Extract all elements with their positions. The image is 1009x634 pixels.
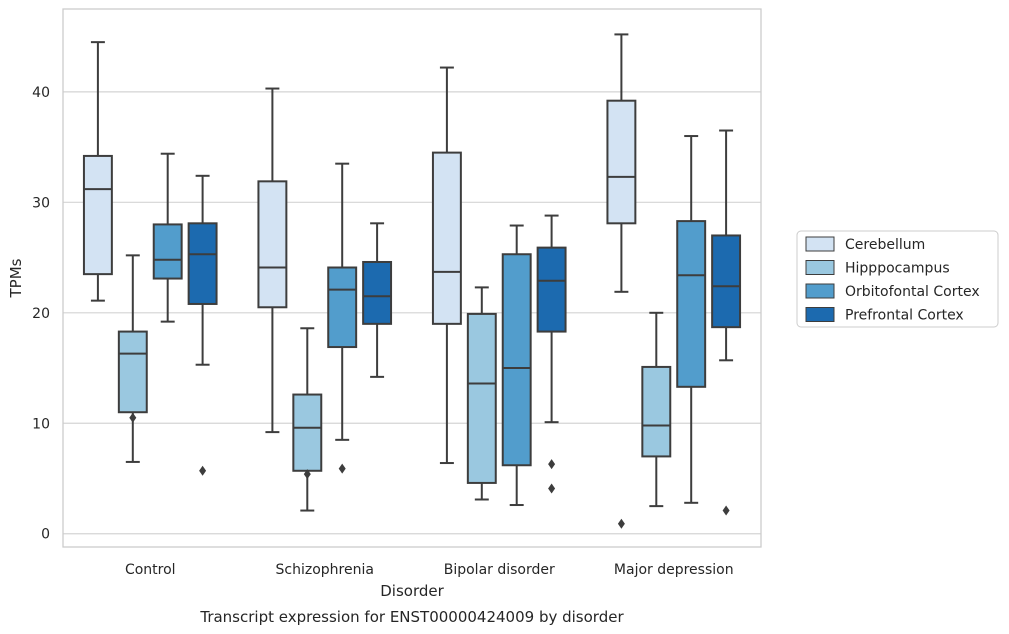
legend-box (796, 230, 999, 328)
box-1-3 (362, 222, 393, 378)
x-axis-label: Disorder (380, 582, 444, 600)
outlier (303, 469, 311, 480)
legend-label: Prefrontal Cortex (845, 308, 964, 324)
outlier (617, 518, 625, 529)
box-3-3 (711, 129, 742, 516)
box-body (292, 393, 323, 472)
y-tick-label: 10 (32, 416, 50, 432)
box-3-2 (676, 135, 707, 504)
outlier (548, 459, 556, 470)
outlier (722, 505, 730, 516)
x-tick-label: Control (125, 562, 176, 578)
x-tick-label: Bipolar disorder (444, 562, 555, 578)
box-body (676, 220, 707, 388)
y-axis-label: TPMs (7, 258, 25, 298)
box-body (466, 312, 497, 484)
box-3-1 (641, 311, 672, 508)
box-body (536, 246, 567, 333)
legend-swatch (805, 307, 835, 322)
legend-label: Orbitofontal Cortex (845, 284, 980, 300)
legend-label: Cerebellum (845, 237, 925, 253)
box-0-0 (82, 41, 113, 302)
box-body (117, 330, 148, 414)
box-body (711, 234, 742, 329)
y-tick-labels: 0 10 20 30 40 (32, 85, 50, 543)
box-body (641, 365, 672, 458)
box-plots (82, 33, 742, 529)
y-tick-label: 30 (32, 195, 50, 211)
legend-swatch (805, 260, 835, 275)
x-tick-label: Major depression (614, 562, 734, 578)
box-body (327, 266, 358, 349)
box-0-1 (117, 254, 148, 463)
box-2-1 (466, 286, 497, 501)
box-body (152, 223, 183, 280)
box-body (501, 253, 532, 467)
x-tick-label: Schizophrenia (276, 562, 374, 578)
legend-swatch (805, 283, 835, 299)
outlier (129, 412, 137, 423)
legend-swatch (805, 236, 835, 252)
box-body (362, 260, 393, 325)
x-tick-labels: Control Schizophrenia Bipolar disorder Majo… (125, 562, 734, 578)
y-tick-label: 0 (41, 527, 50, 543)
plot-frame (62, 8, 762, 548)
legend-label: Hipppocampus (845, 261, 950, 277)
box-1-1 (292, 327, 323, 512)
outlier (338, 463, 346, 474)
box-2-3 (536, 214, 567, 494)
box-0-2 (152, 152, 183, 323)
box-1-0 (257, 87, 288, 434)
box-2-0 (431, 66, 462, 465)
y-tick-label: 40 (32, 85, 50, 101)
box-body (257, 180, 288, 309)
outlier (199, 465, 207, 476)
y-tick-label: 20 (32, 306, 50, 322)
legend: Cerebellum Hipppocampus Orbitofontal Corte… (796, 230, 999, 328)
box-0-3 (187, 174, 218, 476)
box-body (187, 222, 218, 305)
box-body (431, 151, 462, 325)
box-body (606, 99, 637, 225)
box-2-2 (501, 224, 532, 507)
outlier (548, 483, 556, 494)
box-1-2 (327, 162, 358, 474)
figure-caption: Transcript expression for ENST0000042400… (199, 608, 624, 626)
box-3-0 (606, 33, 637, 529)
box-body (82, 154, 113, 276)
